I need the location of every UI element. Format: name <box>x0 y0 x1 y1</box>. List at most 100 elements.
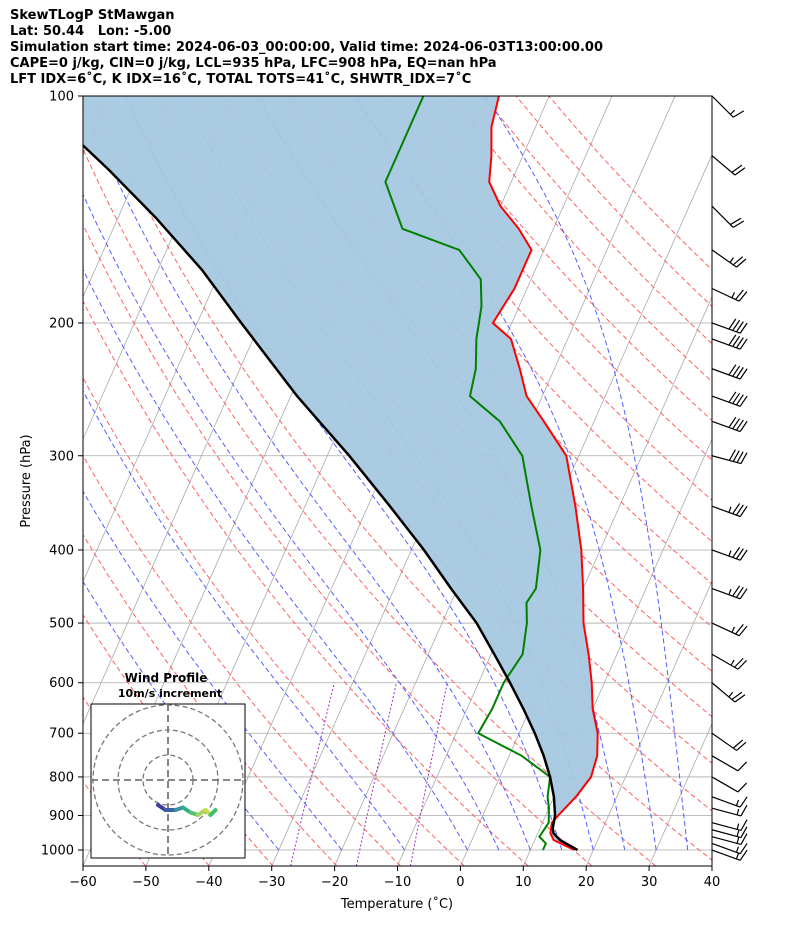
wind-barb <box>711 755 748 772</box>
cape-area <box>83 96 598 850</box>
barb-flag <box>728 318 737 330</box>
barb-flag <box>739 368 748 380</box>
indices-line: LFT IDX=6˚C, K IDX=16˚C, TOTAL TOTS=41˚C… <box>10 72 472 87</box>
barb-half-flag <box>735 846 740 853</box>
barb-staff <box>711 807 742 817</box>
barb-flag <box>728 416 737 428</box>
barb-flag <box>739 322 748 334</box>
barb-staff <box>711 420 741 433</box>
y-tick-label: 300 <box>49 449 74 464</box>
barb-flag <box>734 167 746 176</box>
barb-staff <box>711 287 740 302</box>
wind-barb <box>711 416 748 433</box>
barb-flag <box>735 337 744 349</box>
barb-staff <box>711 776 739 793</box>
barb-flag <box>740 826 748 838</box>
wind-profile-inset: Wind Profile 10m/s increment <box>90 671 246 859</box>
moist-adiabat <box>124 96 563 851</box>
dry-adiabat <box>92 96 712 861</box>
barb-flag <box>731 691 743 700</box>
isotherm-line <box>711 865 712 866</box>
y-tick-label: 900 <box>49 809 74 824</box>
x-tick-label: 40 <box>704 875 721 890</box>
dry-adiabat <box>83 614 274 866</box>
inset-subtitle: 10m/s increment <box>118 687 222 700</box>
wind-barb <box>711 653 748 670</box>
barb-half-flag <box>731 292 736 299</box>
barb-half-flag <box>736 808 740 816</box>
barb-staff <box>711 205 734 228</box>
barb-flag <box>732 450 740 462</box>
moist-adiabat <box>83 490 343 851</box>
barb-staff <box>711 622 740 637</box>
y-tick-label: 200 <box>49 316 74 331</box>
barb-flag <box>736 258 747 268</box>
moist-adiabat <box>83 103 531 851</box>
wind-barb <box>711 804 748 817</box>
y-tick-label: 100 <box>49 90 74 105</box>
isotherm-line <box>648 722 712 866</box>
barb-staff <box>711 682 736 703</box>
barb-staff <box>711 653 739 670</box>
barb-flag <box>739 549 748 561</box>
chart-header: SkewTLogP StMawgan Lat: 50.44 Lon: -5.00… <box>10 8 603 88</box>
x-tick-label: 0 <box>456 875 464 890</box>
barb-flag <box>734 694 746 703</box>
mixing-ratio-line <box>409 682 448 866</box>
time-line: Simulation start time: 2024-06-03_00:00:… <box>10 40 603 55</box>
barb-staff <box>711 829 742 839</box>
barb-flag <box>736 451 744 463</box>
barb-flag <box>739 796 748 808</box>
x-tick-label: 20 <box>578 875 595 890</box>
y-axis-label: Pressure (hPa) <box>19 434 34 527</box>
wind-barb <box>711 449 748 465</box>
isotherm-line <box>83 96 173 298</box>
dewpoint-line <box>384 96 552 851</box>
barb-flag <box>739 588 748 600</box>
location-line: Lat: 50.44 Lon: -5.00 <box>10 24 172 39</box>
barb-flag <box>739 849 748 861</box>
wind-barb <box>711 833 748 845</box>
barb-flag <box>728 364 737 376</box>
wind-barb <box>711 95 745 118</box>
wind-barb <box>711 622 748 637</box>
barb-half-flag <box>728 550 732 557</box>
barb-staff <box>711 836 742 845</box>
barb-flag <box>732 365 741 377</box>
barb-half-flag <box>729 109 736 115</box>
barb-flag <box>738 291 748 302</box>
barb-flag <box>732 220 745 228</box>
barb-flag <box>735 504 744 516</box>
barb-flag <box>728 334 737 346</box>
barb-staff <box>711 842 741 855</box>
barb-half-flag <box>728 506 732 513</box>
wind-barb <box>711 776 748 793</box>
wind-barb <box>711 249 747 268</box>
moist-adiabat <box>83 268 468 851</box>
barb-flag <box>732 585 741 597</box>
barb-flag <box>739 843 748 855</box>
y-tick-label: 600 <box>49 676 74 691</box>
isotherm-line <box>585 580 712 866</box>
barb-flag <box>731 164 743 173</box>
barb-flag <box>739 505 748 517</box>
barb-flag <box>732 319 741 331</box>
y-tick-label: 800 <box>49 770 74 785</box>
barb-flag <box>732 392 741 404</box>
wind-barb <box>711 796 748 808</box>
barb-flag <box>735 419 744 431</box>
barb-flag <box>739 420 748 432</box>
barb-flag <box>734 657 744 668</box>
barb-flag <box>732 739 744 749</box>
barb-flag <box>738 625 748 637</box>
barb-flag <box>740 833 748 845</box>
barb-flag <box>732 335 741 347</box>
x-axis-label: Temperature (˚C) <box>340 896 453 912</box>
barb-staff <box>711 796 741 808</box>
barb-staff <box>711 755 739 772</box>
dry-adiabat <box>83 533 338 866</box>
x-tick-label: −20 <box>321 875 348 890</box>
barb-staff <box>711 587 741 600</box>
barb-staff <box>711 849 741 861</box>
